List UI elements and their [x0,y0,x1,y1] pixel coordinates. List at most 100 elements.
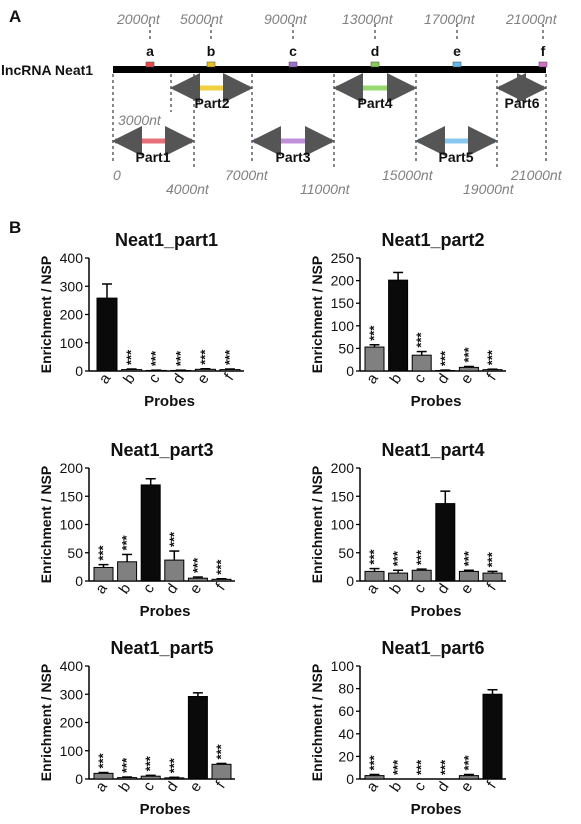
significance-label: *** [166,757,181,773]
gene-label: lncRNA Neat1 [1,62,93,78]
boundary-label-21000: 21000nt [510,167,563,183]
probe-letter-e: e [453,43,461,59]
probe-marker-b [206,61,216,68]
x-tick-label: f [483,580,500,594]
top-position-label: 13000nt [342,11,394,27]
significance-label: *** [461,754,476,770]
bar-f [482,693,503,780]
significance-label: *** [485,551,500,567]
probe-marker-f [538,61,548,68]
chart-6: Neat1_part6 Enrichment / NSP 0 20 40 60 80 100 *… [309,638,506,818]
chart-1: Neat1_part1 Enrichment / NSP 0 100 200 300 400… [38,230,244,410]
part2-label: Part2 [194,95,229,111]
boundary-label-15000: 15000nt [382,167,434,183]
y-tick-label: 200 [60,307,84,323]
chart-2: Neat1_part2 Enrichment / NSP 0 50 100 150 200 2… [309,230,506,410]
bar-a [364,775,385,780]
significance-label: *** [119,757,134,773]
x-tick-label: d [169,371,188,388]
significance-label: *** [166,531,181,547]
y-axis-label: Enrichment / NSP [38,466,54,583]
x-tick-label: b [387,581,406,598]
bar-b [117,561,138,582]
y-tick-label: 100 [60,335,84,351]
x-tick-label: b [120,371,139,388]
bar-a [96,297,118,372]
x-tick-label: c [140,580,159,596]
bar-e [187,696,208,780]
boundary-label-3000: 3000nt [118,112,162,128]
significance-label: *** [367,754,382,770]
significance-label: *** [390,759,405,775]
bar-d [164,559,185,582]
x-tick-label: f [483,370,500,384]
x-tick-label: f [483,778,500,792]
significance-label: *** [124,349,139,365]
significance-label: *** [414,549,429,565]
significance-label: *** [96,544,111,560]
y-tick-label: 0 [346,363,354,379]
significance-label: *** [197,349,212,365]
bar-c [411,569,432,582]
significance-label: *** [190,557,205,573]
y-tick-label: 0 [75,771,83,787]
probe-letter-b: b [207,43,216,59]
x-tick-label: a [92,778,111,795]
x-tick-label: b [116,779,135,796]
significance-label: *** [148,350,163,366]
x-tick-label: f [221,370,238,384]
x-tick-label: c [145,370,164,386]
chart-title: Neat1_part6 [381,638,484,658]
bar-e [458,366,479,372]
x-axis-label: Probes [411,603,462,620]
probe-marker-c [288,61,298,68]
y-tick-label: 50 [67,545,83,561]
chart-3: Neat1_part3 Enrichment / NSP 0 50 100 150 200 *… [38,440,235,620]
bar-e [458,775,479,780]
significance-label: *** [214,743,229,759]
x-tick-label: c [411,370,430,386]
significance-label: *** [414,759,429,775]
y-tick-label: 60 [338,703,354,719]
bar-a [93,772,114,780]
bar-b [388,572,409,582]
y-tick-label: 200 [60,460,84,476]
x-tick-label: e [457,371,476,388]
significance-label: *** [437,350,452,366]
bar-f [211,763,232,780]
panel-b-letter: B [9,218,21,237]
part5-label: Part5 [438,149,473,165]
x-tick-label: e [457,581,476,598]
y-tick-label: 0 [75,363,83,379]
bar-a [93,566,114,582]
y-tick-label: 150 [331,488,355,504]
probe-marker-d [370,61,380,68]
chart-5: Neat1_part5 Enrichment / NSP 0 100 200 300 400… [38,638,235,818]
gene-bar [113,66,546,73]
y-axis-label: Enrichment / NSP [38,256,54,373]
x-tick-label: e [194,371,213,388]
significance-label: *** [437,759,452,775]
bar-f [482,572,503,582]
y-tick-label: 300 [60,686,84,702]
neat1-map: lncRNA Neat1 2000nt 5000nt 9000nt 13000n… [1,11,563,197]
x-tick-label: d [434,581,453,598]
y-tick-label: 50 [338,340,354,356]
x-axis-label: Probes [140,801,191,818]
bar-c [411,354,432,372]
probe-marker-a [145,61,155,68]
y-tick-label: 100 [331,318,355,334]
x-tick-label: e [186,581,205,598]
significance-label: *** [461,550,476,566]
bar-b [388,279,409,372]
boundary-label-11000: 11000nt [300,181,351,197]
top-position-label: 17000nt [424,11,476,27]
x-tick-label: a [96,370,115,387]
y-axis-label: Enrichment / NSP [309,664,325,781]
x-tick-label: b [387,779,406,796]
part3-label: Part3 [275,149,310,165]
x-axis-label: Probes [411,393,462,410]
significance-label: *** [367,548,382,564]
